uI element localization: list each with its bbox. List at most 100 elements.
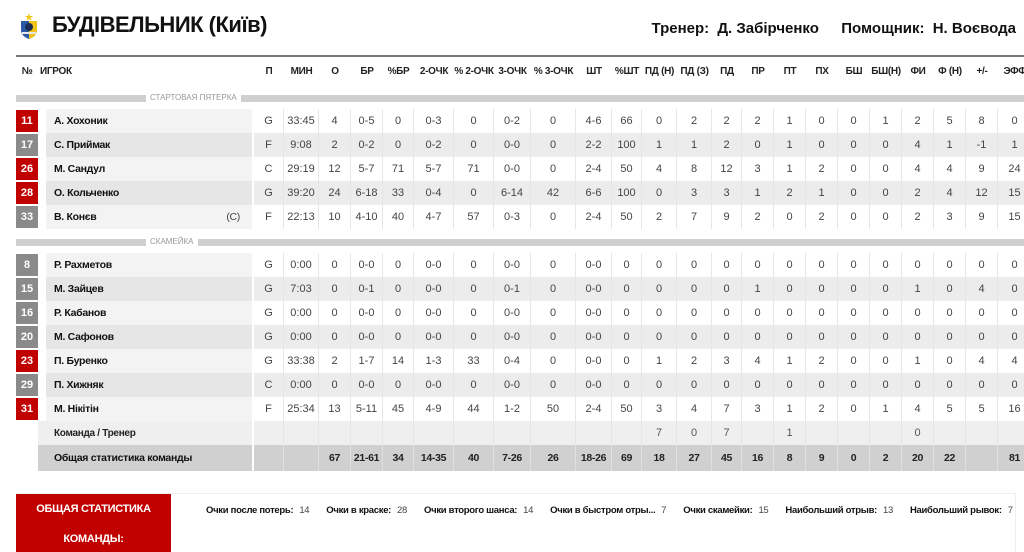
player-name-link[interactable]: П. Буренко	[54, 355, 108, 367]
column-header[interactable]: % 2-ОЧК	[454, 55, 494, 85]
column-header[interactable]: ПТ	[774, 55, 806, 85]
column-header[interactable]: ПР	[742, 55, 774, 85]
player-name[interactable]: М. Зайцев	[46, 277, 254, 301]
column-header[interactable]: П	[254, 55, 284, 85]
player-row[interactable]: 23 П. Буренко G 33:38 2 1-7 14 1-3 33 0-4 0 0-0 0 1 2 3…	[16, 349, 1024, 373]
column-header[interactable]: %ШТ	[612, 55, 642, 85]
player-name-link[interactable]: П. Хижняк	[54, 379, 104, 391]
jersey-number-cell: 8	[16, 253, 38, 277]
player-row[interactable]: 16 Р. Кабанов G 0:00 0 0-0 0 0-0 0 0-0 0 0-0 0 0 0 0 0 0 0…	[16, 301, 1024, 325]
team-crest-icon	[21, 13, 37, 39]
column-header[interactable]: ЭФФ	[998, 55, 1024, 85]
stat-cell: 0-0	[494, 157, 531, 181]
stat-cell: 0	[902, 373, 934, 397]
player-row[interactable]: 28 О. Кольченко G 39:20 24 6-18 33 0-4 0 6-14 42 6-…	[16, 181, 1024, 205]
column-header[interactable]: ПХ	[806, 55, 838, 85]
player-name[interactable]: А. Хохоник	[46, 109, 254, 133]
player-row[interactable]: 11 А. Хохоник G 33:45 4 0-5 0 0-3 0 0-2 0 4-6 66 0 2 2 2…	[16, 109, 1024, 133]
summary-title: ОБЩАЯ СТАТИСТИКА КОМАНДЫ:	[16, 494, 171, 552]
player-name[interactable]: М. Сафонов	[46, 325, 254, 349]
jersey-number: 26	[16, 158, 38, 180]
player-name-link[interactable]: М. Сафонов	[54, 331, 114, 343]
player-row[interactable]: 31 М. Нікітін F 25:34 13 5-11 45 4-9 44 1-2 50 2-4 5…	[16, 397, 1024, 421]
stat-cell: 22:13	[284, 205, 319, 229]
stat-cell: 2	[742, 205, 774, 229]
stat-cell: 3	[934, 205, 966, 229]
column-header[interactable]: ИГРОК	[38, 55, 254, 85]
stat-cell: G	[254, 349, 284, 373]
player-name[interactable]: Р. Рахметов	[46, 253, 254, 277]
stat-cell: 0	[531, 349, 576, 373]
column-header[interactable]: ПД (Н)	[642, 55, 677, 85]
player-name[interactable]: П. Хижняк	[46, 373, 254, 397]
stat-cell: 4-9	[414, 397, 454, 421]
column-header[interactable]: Ф (Н)	[934, 55, 966, 85]
player-name[interactable]: М. Нікітін	[46, 397, 254, 421]
stat-cell: 0	[998, 325, 1024, 349]
column-header[interactable]: ФИ	[902, 55, 934, 85]
stat-cell: 0	[838, 349, 870, 373]
player-name-link[interactable]: А. Хохоник	[54, 115, 108, 127]
player-name[interactable]: Р. Кабанов	[46, 301, 254, 325]
column-header[interactable]: % 3-ОЧК	[531, 55, 576, 85]
stat-cell	[966, 421, 998, 445]
column-header[interactable]: 3-ОЧК	[494, 55, 531, 85]
column-header[interactable]: О	[319, 55, 351, 85]
column-header[interactable]: МИН	[284, 55, 319, 85]
stat-cell: G	[254, 253, 284, 277]
player-name[interactable]: П. Буренко	[46, 349, 254, 373]
column-header[interactable]: 2-ОЧК	[414, 55, 454, 85]
jersey-number: 11	[16, 110, 38, 132]
stat-cell: 4	[998, 349, 1024, 373]
column-header[interactable]: БР	[351, 55, 383, 85]
player-name-link[interactable]: М. Нікітін	[54, 403, 99, 415]
player-name-link[interactable]: М. Зайцев	[54, 283, 104, 295]
player-name-link[interactable]: Р. Кабанов	[54, 307, 107, 319]
stat-cell: 0-3	[494, 205, 531, 229]
player-name[interactable]: В. Конєв (C)	[46, 205, 254, 229]
player-row[interactable]: 8 Р. Рахметов G 0:00 0 0-0 0 0-0 0 0-0 0 0-0 0 0 0 0 0 0 0…	[16, 253, 1024, 277]
stat-cell: 0	[870, 181, 902, 205]
stat-cell: 0	[712, 325, 742, 349]
stat-cell: 3	[742, 157, 774, 181]
player-name-link[interactable]: В. Конєв	[54, 211, 97, 223]
column-header[interactable]: +/-	[966, 55, 998, 85]
stat-cell: 0	[454, 253, 494, 277]
jersey-number: 31	[16, 398, 38, 420]
summary-stat: Очки после потерь: 14	[206, 505, 310, 516]
stat-cell: 0-0	[576, 373, 612, 397]
player-row[interactable]: 33 В. Конєв (C) F 22:13 10 4-10 40 4-7 57 0-3 0 2-4 5…	[16, 205, 1024, 229]
player-name[interactable]: О. Кольченко	[46, 181, 254, 205]
stat-cell: 6-18	[351, 181, 383, 205]
player-name-link[interactable]: С. Приймак	[54, 139, 111, 151]
summary-stat-value: 14	[523, 505, 534, 516]
section-divider-starters: СТАРТОВАЯ ПЯТЕРКА	[16, 85, 1024, 109]
column-header[interactable]: ШТ	[576, 55, 612, 85]
column-header[interactable]: %БР	[383, 55, 414, 85]
stat-cell: 0	[934, 325, 966, 349]
column-header[interactable]: ПД	[712, 55, 742, 85]
box-score-table: № ИГРОК П МИН О БР %БР 2-ОЧК% 2-ОЧК 3-ОЧК% 3-ОЧК…	[16, 55, 1024, 471]
player-name-link[interactable]: М. Сандул	[54, 163, 105, 175]
player-row[interactable]: 15 М. Зайцев G 7:03 0 0-1 0 0-0 0 0-1 0 0-0 0 0 0 0 1 0 0 0…	[16, 277, 1024, 301]
jersey-number: 17	[16, 134, 38, 156]
stat-cell: 7	[677, 205, 712, 229]
column-header[interactable]: ПД (З)	[677, 55, 712, 85]
player-name[interactable]: С. Приймак	[46, 133, 254, 157]
player-name-link[interactable]: О. Кольченко	[54, 187, 119, 199]
player-row[interactable]: 29 П. Хижняк C 0:00 0 0-0 0 0-0 0 0-0 0 0-0 0 0 0 0 0 0 0 0…	[16, 373, 1024, 397]
player-row[interactable]: 26 М. Сандул C 29:19 12 5-7 71 5-7 71 0-0 0 2-4 50 4 8…	[16, 157, 1024, 181]
stat-cell	[576, 421, 612, 445]
stat-cell: 0	[712, 253, 742, 277]
player-row[interactable]: 20 М. Сафонов G 0:00 0 0-0 0 0-0 0 0-0 0 0-0 0 0 0 0 0 0 0…	[16, 325, 1024, 349]
column-header[interactable]: БШ(Н)	[870, 55, 902, 85]
column-header[interactable]: БШ	[838, 55, 870, 85]
total-stat-cell: 40	[454, 445, 494, 471]
column-header[interactable]: №	[16, 55, 38, 85]
stat-cell: 50	[531, 397, 576, 421]
player-name[interactable]: М. Сандул	[46, 157, 254, 181]
player-name-link[interactable]: Р. Рахметов	[54, 259, 112, 271]
stat-cell: 0-0	[414, 301, 454, 325]
player-row[interactable]: 17 С. Приймак F 9:08 2 0-2 0 0-2 0 0-0 0 2-2 100 1 1 2 0…	[16, 133, 1024, 157]
stat-cell: 0	[319, 373, 351, 397]
